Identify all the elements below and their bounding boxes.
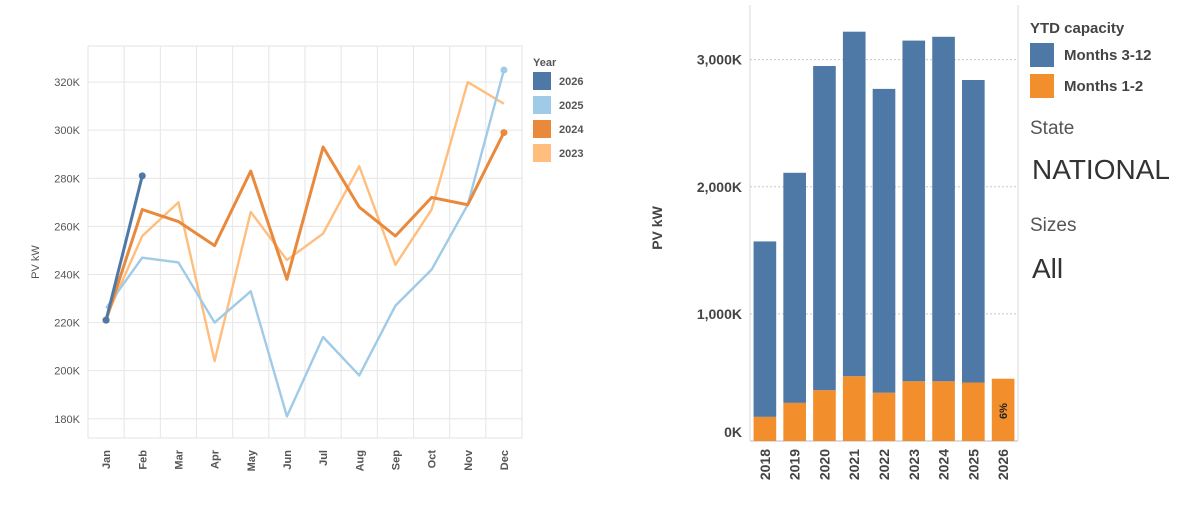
line-series-2026 xyxy=(104,175,144,321)
state-filter-value[interactable]: NATIONAL xyxy=(1032,154,1170,185)
line-chart-x-tick-label: Mar xyxy=(173,449,185,469)
line-chart-y-ticks: 180K 200K 220K 240K 260K 280K 300K 320K xyxy=(54,77,80,426)
bar-chart-y-tick-label: 2,000K xyxy=(697,179,742,195)
bar-months-3-12-2020 xyxy=(813,66,836,391)
bar-months-1-2-2024 xyxy=(932,381,955,441)
monthly-line-chart: 180K 200K 220K 240K 260K 280K 300K 320K Jan Feb M… xyxy=(30,45,584,471)
line-chart-x-tick-label: Dec xyxy=(499,450,511,470)
bar-months-1-2-2023 xyxy=(902,381,926,441)
bar-chart-y-tick-label: 0K xyxy=(724,424,742,440)
bar-chart-y-tick-label: 3,000K xyxy=(697,52,742,68)
bar-chart-x-tick-label: 2024 xyxy=(936,449,952,480)
line-point-2024 xyxy=(500,129,508,137)
line-chart-x-tick-label: Jul xyxy=(318,450,330,466)
line-chart-y-tick-label: 300K xyxy=(54,125,80,137)
bar-months-1-2-2022 xyxy=(872,392,896,441)
line-chart-y-tick-label: 260K xyxy=(54,221,80,233)
line-legend-label: 2024 xyxy=(559,124,584,136)
line-chart-x-ticks: Jan Feb Mar Apr May Jun Jul Aug Sep Oct Nov Dec xyxy=(101,449,511,471)
bar-months-1-2-2019 xyxy=(783,402,806,441)
line-chart-grid xyxy=(87,45,523,439)
bar-chart-x-tick-label: 2020 xyxy=(816,449,832,480)
line-chart-x-tick-label: Feb xyxy=(137,450,149,470)
bar-chart-x-tick-label: 2018 xyxy=(757,449,773,480)
line-series-2024 xyxy=(104,131,506,321)
bar-legend-title: YTD capacity xyxy=(1030,20,1125,37)
line-legend-swatch xyxy=(533,96,551,114)
line-chart-y-tick-label: 240K xyxy=(54,269,80,281)
line-legend-label: 2023 xyxy=(559,148,583,160)
line-chart-x-tick-label: Sep xyxy=(390,450,402,470)
bar-chart-x-tick-label: 2019 xyxy=(787,449,803,480)
line-legend-swatch xyxy=(533,72,551,90)
legend-swatch xyxy=(1030,74,1054,98)
line-point-2026 xyxy=(138,172,146,180)
line-legend-title: Year xyxy=(533,57,557,69)
bar-chart-y-label: PV kW xyxy=(649,205,665,249)
bar-months-3-12-2024 xyxy=(932,36,955,382)
line-legend-label: 2025 xyxy=(559,100,583,112)
line-chart-y-tick-label: 280K xyxy=(54,173,80,185)
line-chart-x-tick-label: Jun xyxy=(282,450,294,470)
bar-months-3-12-2025 xyxy=(962,79,985,383)
line-chart-legend[interactable]: Year 2026 2025 2024 2023 xyxy=(533,57,584,162)
line-point-2025 xyxy=(500,66,508,74)
bar-chart-y-ticks: 0K 1,000K 2,000K 3,000K xyxy=(697,52,742,440)
bar-months-1-2-2026 xyxy=(991,378,1015,441)
legend-item-months-1-2[interactable]: Months 1-2 xyxy=(1030,73,1143,99)
bar-chart-x-tick-label: 2021 xyxy=(846,449,862,480)
bar-chart-bars: 6% xyxy=(753,31,1015,441)
bar-chart-y-tick-label: 1,000K xyxy=(697,306,742,322)
line-chart-x-tick-label: Apr xyxy=(210,449,222,469)
bar-months-3-12-2023 xyxy=(902,40,926,382)
line-legend-label: 2026 xyxy=(559,76,583,88)
legend-label: Months 3-12 xyxy=(1064,46,1152,64)
legend-item-months-3-12[interactable]: Months 3-12 xyxy=(1030,42,1152,68)
bar-chart-x-tick-label: 2025 xyxy=(965,449,981,480)
line-chart-y-tick-label: 180K xyxy=(54,414,80,426)
line-chart-x-tick-label: Nov xyxy=(463,449,475,471)
line-chart-x-tick-label: Aug xyxy=(354,450,366,471)
bar-months-3-12-2018 xyxy=(753,241,777,417)
bar-months-1-2-2020 xyxy=(813,390,836,441)
bar-chart-x-tick-label: 2022 xyxy=(876,449,892,480)
legend-label: Months 1-2 xyxy=(1064,77,1144,95)
bar-months-3-12-2021 xyxy=(842,31,866,377)
legend-swatch xyxy=(1030,43,1054,67)
bar-months-1-2-2025 xyxy=(962,382,985,441)
line-chart-x-tick-label: Jan xyxy=(101,450,113,469)
sizes-filter-label: Sizes xyxy=(1030,215,1077,236)
line-legend-swatch xyxy=(533,144,551,162)
sizes-filter-value[interactable]: All xyxy=(1032,253,1064,284)
ytd-bar-chart: 0K 1,000K 2,000K 3,000K 6% 2018 2019 2020 2021… xyxy=(649,5,1019,480)
state-filter-label: State xyxy=(1030,118,1075,139)
line-chart-x-tick-label: May xyxy=(246,449,258,471)
line-chart-y-tick-label: 200K xyxy=(54,366,80,378)
line-series-2025 xyxy=(105,69,506,418)
bar-chart-x-ticks: 2018 2019 2020 2021 2022 2023 2024 2025 2026 xyxy=(757,449,1011,480)
line-chart-y-label: PV kW xyxy=(30,245,42,279)
bar-months-1-2-2021 xyxy=(842,376,866,441)
line-chart-y-tick-label: 220K xyxy=(54,318,80,330)
bar-months-1-2-2018 xyxy=(753,416,777,441)
bar-months-3-12-2022 xyxy=(872,88,896,393)
line-series-2023 xyxy=(104,80,505,363)
line-chart-series xyxy=(102,66,508,418)
line-chart-y-tick-label: 320K xyxy=(54,77,80,89)
line-legend-swatch xyxy=(533,120,551,138)
bar-chart-x-tick-label: 2023 xyxy=(906,449,922,480)
line-point-2026 xyxy=(102,316,110,324)
bar-chart-x-tick-label: 2026 xyxy=(995,449,1011,480)
bar-annotation-label: 6% xyxy=(998,403,1010,419)
line-chart-x-tick-label: Oct xyxy=(427,450,439,469)
bar-months-3-12-2019 xyxy=(783,172,806,403)
